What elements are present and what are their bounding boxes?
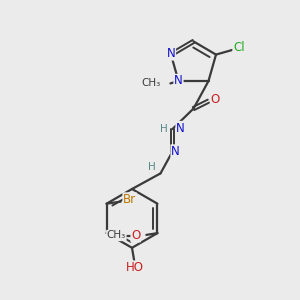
Text: CH₃: CH₃ <box>141 78 160 88</box>
Text: N: N <box>176 122 185 135</box>
Text: HO: HO <box>125 261 143 274</box>
Text: Cl: Cl <box>233 41 244 54</box>
Text: N: N <box>174 74 183 88</box>
Text: O: O <box>211 92 220 106</box>
Text: N: N <box>171 145 180 158</box>
Text: H: H <box>148 162 155 172</box>
Text: Br: Br <box>123 193 136 206</box>
Text: CH₃: CH₃ <box>107 230 126 241</box>
Text: H: H <box>160 124 168 134</box>
Text: O: O <box>131 229 140 242</box>
Text: N: N <box>167 47 176 60</box>
